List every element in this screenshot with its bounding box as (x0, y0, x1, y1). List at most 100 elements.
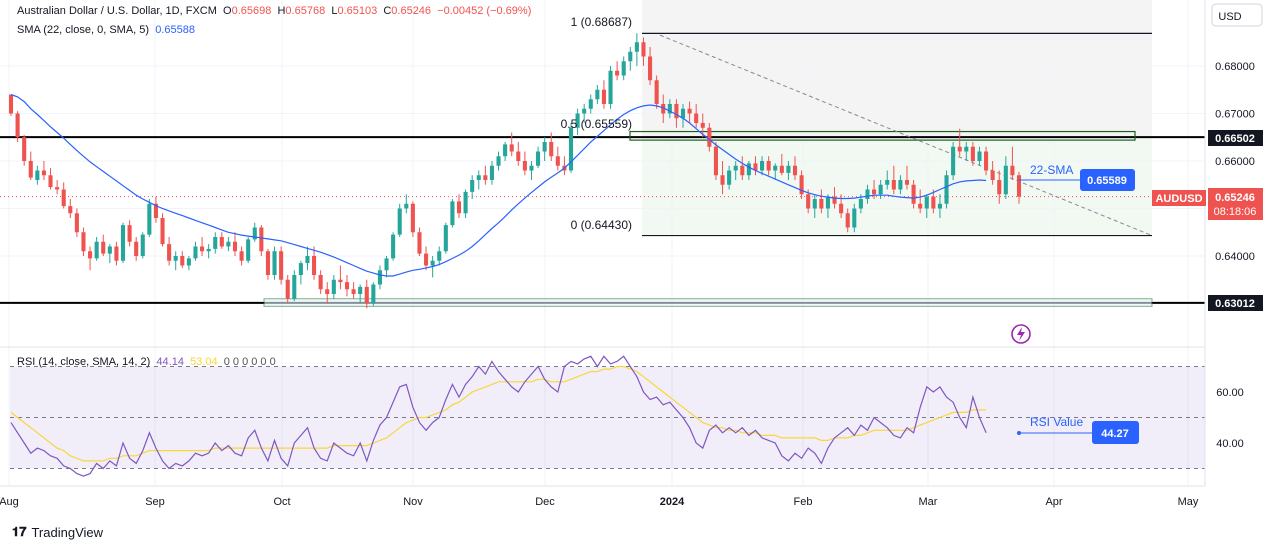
candle-body (707, 127, 712, 147)
candle-body (232, 241, 238, 252)
candle-body (503, 144, 508, 157)
candle-body (970, 146, 975, 161)
tradingview-logo[interactable]: 𝟏𝟕 TradingView (12, 524, 103, 540)
symbol-title: Australian Dollar / U.S. Dollar, 1D, FXC… (17, 5, 217, 17)
candle-body (483, 175, 488, 180)
price-tick-label: 0.66000 (1215, 156, 1255, 168)
candle-body (344, 282, 350, 290)
candle-body (101, 241, 106, 254)
candle-body (536, 151, 541, 166)
candle-body (68, 206, 73, 214)
sma-legend-label: SMA (22, close, 0, SMA, 5) (17, 24, 150, 36)
candle-body (865, 189, 870, 199)
tradingview-brand: TradingView (31, 524, 104, 540)
lightning-icon[interactable] (1011, 324, 1031, 344)
candle-body (1003, 165, 1008, 195)
candle-body (206, 248, 211, 252)
candle-body (167, 244, 172, 261)
candle-body (15, 113, 20, 138)
candle-body (239, 251, 244, 261)
candle-body (312, 256, 317, 275)
candle-body (219, 237, 224, 247)
candle-body (285, 279, 290, 299)
candle-body (200, 246, 205, 252)
candle-body (687, 108, 692, 114)
candle-body (680, 108, 686, 119)
candle-body (456, 201, 462, 214)
candle-body (582, 108, 587, 114)
candle-body (819, 199, 824, 209)
candle-body (147, 203, 152, 235)
candle-body (799, 175, 804, 195)
ohlc-open-label: O (223, 5, 232, 17)
fib-label-0: 0 (0.64430) (571, 218, 632, 232)
candle-body (81, 232, 86, 252)
candle-body (555, 156, 560, 166)
candle-body (371, 284, 376, 304)
currency-button[interactable] (1211, 3, 1263, 27)
candle-body (733, 165, 738, 171)
candle-body (443, 225, 448, 252)
candle-body (358, 286, 363, 294)
sma-legend-value: 0.65588 (155, 24, 195, 36)
fib-zone-upper (642, 0, 1152, 137)
candle-body (845, 213, 850, 228)
candle-body (575, 113, 580, 128)
candle-body (786, 165, 791, 173)
candle-body (858, 199, 863, 209)
price-tick-labels: 0.68000 0.67000 0.66000 0.64000 (1215, 61, 1255, 263)
candle-body (661, 104, 666, 114)
candle-body (885, 180, 890, 185)
candle-body (516, 151, 521, 161)
candle-body (990, 170, 995, 180)
candle-body (904, 180, 910, 185)
rsi-tick-label: 40.00 (1216, 438, 1244, 450)
candle-layer (8, 33, 1022, 309)
candle-body (88, 251, 93, 259)
candle-body (957, 146, 962, 152)
candle-body (41, 170, 46, 176)
sma-legend: SMA (22, close, 0, SMA, 5) 0.65588 (17, 24, 195, 36)
time-axis[interactable]: Aug Sep Oct Nov Dec 2024 Feb Mar Apr May (0, 485, 1205, 508)
candle-body (700, 123, 705, 128)
candle-body (226, 241, 231, 247)
candle-body (628, 51, 633, 62)
time-axis-labels: Aug Sep Oct Nov Dec 2024 Feb Mar Apr May (0, 496, 1199, 508)
candle-body (766, 161, 771, 171)
candle-body (588, 99, 593, 109)
candle-body (120, 225, 126, 261)
candle-body (463, 191, 468, 214)
candle-body (377, 270, 382, 285)
rsi-tick-labels: 60.00 40.00 (1216, 387, 1244, 450)
candle-body (246, 239, 251, 261)
sma-value-badge (1080, 169, 1135, 191)
rsi-legend: RSI (14, close, SMA, 14, 2) 44.14 53.04 … (17, 356, 276, 368)
candle-body (667, 104, 672, 114)
ohlc-high: 0.65768 (285, 5, 326, 17)
candle-body (641, 42, 646, 57)
time-axis-label: May (1178, 496, 1199, 508)
candle-body (1010, 165, 1015, 176)
candle-body (476, 175, 481, 180)
price-axis[interactable]: USD 0.68000 0.67000 0.66000 0.64000 60.00 40… (1152, 0, 1275, 486)
price-legend: Australian Dollar / U.S. Dollar, 1D, FXC… (17, 5, 531, 17)
candle-body (779, 165, 784, 173)
candle-body (450, 201, 455, 226)
candle-body (153, 203, 158, 218)
candle-body (410, 203, 415, 233)
candle-body (424, 253, 429, 266)
candle-body (114, 246, 119, 261)
candle-body (753, 163, 758, 171)
downtrend-line (659, 34, 1153, 237)
candle-body (773, 165, 778, 171)
candle-body (634, 42, 639, 52)
candle-body (94, 241, 99, 259)
time-axis-label: Oct (273, 496, 290, 508)
candle-body (997, 180, 1002, 195)
candle-body (351, 289, 356, 294)
candle-body (325, 289, 330, 294)
time-axis-label: Aug (0, 496, 19, 508)
grid-layer (0, 0, 1205, 486)
fib-label-1: 1 (0.68687) (571, 15, 632, 29)
